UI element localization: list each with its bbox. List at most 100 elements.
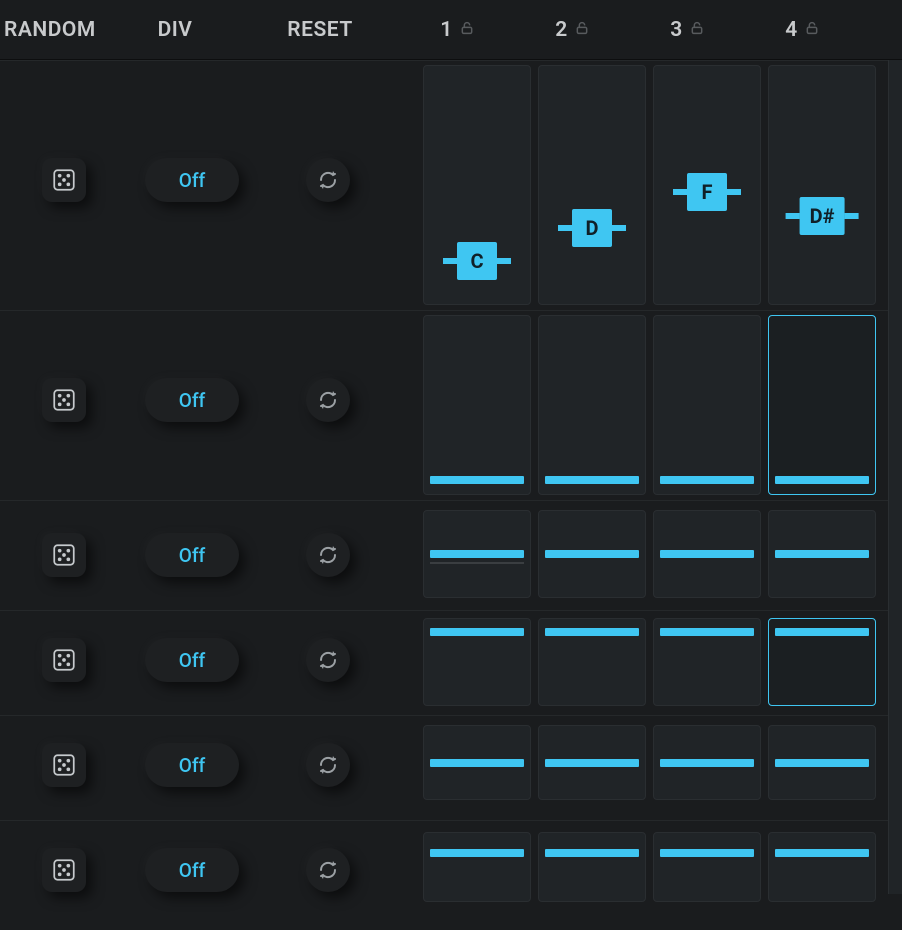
value-bar[interactable] — [545, 476, 639, 484]
value-underline — [430, 562, 524, 564]
step-cell[interactable] — [538, 510, 646, 598]
note-handle[interactable]: D — [572, 209, 612, 247]
step-cell[interactable] — [653, 510, 761, 598]
cycle-icon — [316, 753, 340, 777]
step-number: 4 — [785, 18, 798, 42]
more-steps-edge — [888, 60, 902, 894]
div-label: Off — [179, 754, 206, 777]
step-cell[interactable] — [423, 618, 531, 706]
step-cell[interactable] — [653, 618, 761, 706]
step-cell[interactable] — [538, 725, 646, 800]
sequencer-grid: Off C D F D# Off Off Off Off Off — [0, 60, 902, 894]
step-cell[interactable] — [653, 315, 761, 495]
step-cell[interactable] — [768, 315, 876, 495]
value-bar[interactable] — [775, 550, 869, 558]
unlock-icon — [689, 18, 705, 42]
step-cell[interactable]: D# — [768, 65, 876, 305]
header-random: RANDOM — [0, 0, 110, 59]
header-reset: RESET — [240, 0, 400, 59]
header-step-1[interactable]: 1 — [400, 0, 515, 59]
value-bar[interactable] — [775, 476, 869, 484]
value-bar[interactable] — [660, 849, 754, 857]
step-cell[interactable] — [768, 618, 876, 706]
value-bar[interactable] — [660, 759, 754, 767]
value-bar[interactable] — [660, 628, 754, 636]
value-bar[interactable] — [775, 759, 869, 767]
div-button[interactable]: Off — [145, 848, 239, 892]
step-cell[interactable] — [423, 725, 531, 800]
cycle-icon — [316, 388, 340, 412]
value-bar[interactable] — [430, 476, 524, 484]
header-step-4[interactable]: 4 — [745, 0, 860, 59]
unlock-icon — [804, 18, 820, 42]
step-cell[interactable] — [653, 725, 761, 800]
div-label: Off — [179, 649, 206, 672]
step-cell[interactable] — [423, 832, 531, 902]
div-button[interactable]: Off — [145, 743, 239, 787]
value-bar[interactable] — [430, 628, 524, 636]
dice-icon — [51, 167, 77, 193]
div-label: Off — [179, 389, 206, 412]
dice-icon — [51, 752, 77, 778]
div-label: Off — [179, 169, 206, 192]
step-number: 3 — [670, 18, 683, 42]
div-label: Off — [179, 859, 206, 882]
reset-button[interactable] — [306, 848, 350, 892]
cycle-icon — [316, 858, 340, 882]
header-step-3[interactable]: 3 — [630, 0, 745, 59]
value-bar[interactable] — [545, 849, 639, 857]
value-bar[interactable] — [775, 849, 869, 857]
note-handle[interactable]: C — [457, 242, 497, 280]
value-bar[interactable] — [545, 759, 639, 767]
step-cell[interactable] — [538, 832, 646, 902]
reset-button[interactable] — [306, 158, 350, 202]
step-cell[interactable] — [538, 618, 646, 706]
reset-button[interactable] — [306, 638, 350, 682]
reset-button[interactable] — [306, 533, 350, 577]
value-bar[interactable] — [545, 628, 639, 636]
value-bar[interactable] — [660, 476, 754, 484]
value-bar[interactable] — [430, 759, 524, 767]
dice-icon — [51, 387, 77, 413]
note-handle[interactable]: D# — [800, 197, 845, 235]
step-cell[interactable] — [653, 832, 761, 902]
random-button[interactable] — [42, 638, 86, 682]
dice-icon — [51, 647, 77, 673]
value-bar[interactable] — [545, 550, 639, 558]
random-button[interactable] — [42, 533, 86, 577]
header-row: RANDOM DIV RESET 1 2 3 4 — [0, 0, 902, 60]
div-button[interactable]: Off — [145, 638, 239, 682]
step-cell[interactable] — [538, 315, 646, 495]
random-button[interactable] — [42, 848, 86, 892]
value-bar[interactable] — [430, 550, 524, 558]
header-step-2[interactable]: 2 — [515, 0, 630, 59]
cycle-icon — [316, 168, 340, 192]
step-cell[interactable] — [768, 510, 876, 598]
cycle-icon — [316, 543, 340, 567]
header-div: DIV — [110, 0, 240, 59]
step-cell[interactable]: F — [653, 65, 761, 305]
div-label: Off — [179, 544, 206, 567]
div-button[interactable]: Off — [145, 533, 239, 577]
random-button[interactable] — [42, 158, 86, 202]
value-bar[interactable] — [660, 550, 754, 558]
note-handle[interactable]: F — [687, 173, 727, 211]
step-cell[interactable]: C — [423, 65, 531, 305]
step-cell[interactable] — [768, 725, 876, 800]
value-bar[interactable] — [775, 628, 869, 636]
cycle-icon — [316, 648, 340, 672]
dice-icon — [51, 857, 77, 883]
step-cell[interactable] — [423, 510, 531, 598]
step-cell[interactable]: D — [538, 65, 646, 305]
random-button[interactable] — [42, 743, 86, 787]
div-button[interactable]: Off — [145, 378, 239, 422]
reset-button[interactable] — [306, 378, 350, 422]
unlock-icon — [574, 18, 590, 42]
div-button[interactable]: Off — [145, 158, 239, 202]
step-number: 1 — [440, 18, 453, 42]
value-bar[interactable] — [430, 849, 524, 857]
random-button[interactable] — [42, 378, 86, 422]
step-cell[interactable] — [768, 832, 876, 902]
reset-button[interactable] — [306, 743, 350, 787]
step-cell[interactable] — [423, 315, 531, 495]
